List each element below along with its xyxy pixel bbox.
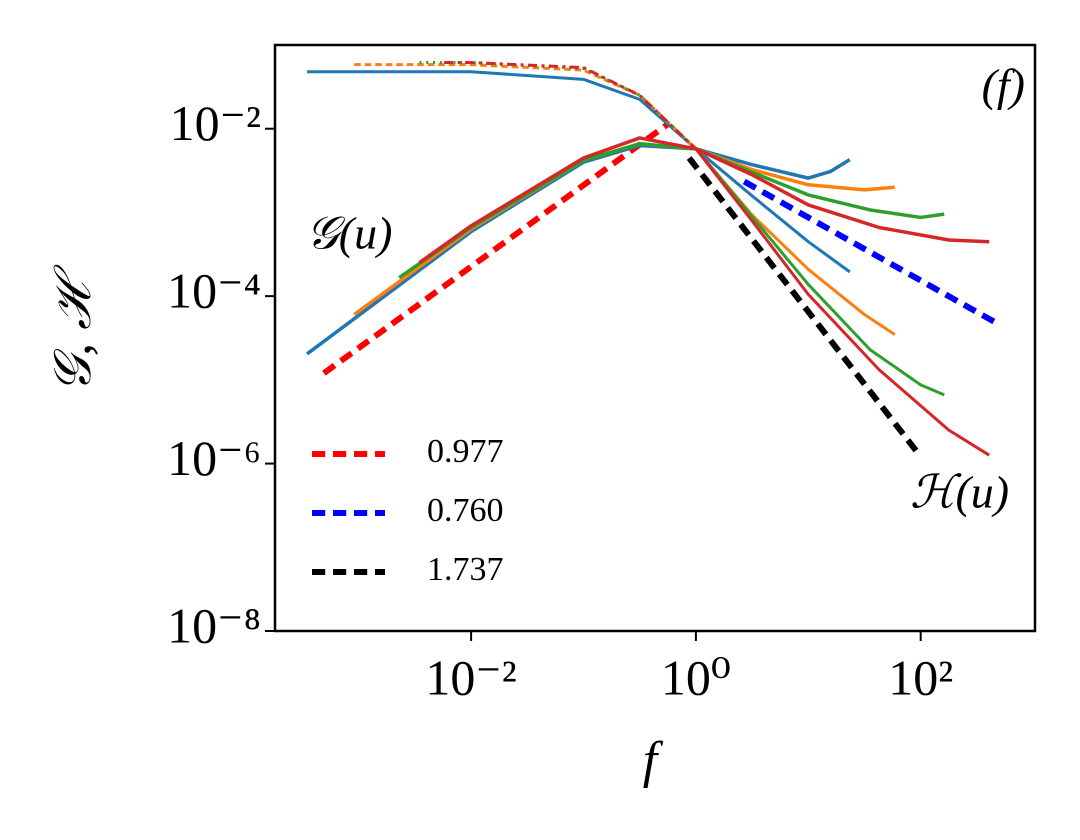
x-axis-label: f (643, 732, 664, 789)
y-axis-label: 𝒢, ℋ (45, 264, 102, 393)
annotation: 𝒢(u) (306, 208, 392, 259)
series-line (444, 61, 697, 150)
x-tick-label: 10⁰ (661, 649, 731, 705)
series-line (354, 63, 697, 150)
legend-label: 0.977 (427, 433, 504, 470)
series-line (694, 147, 945, 397)
legend-label: 1.737 (427, 551, 504, 588)
series-line (742, 178, 1001, 328)
y-tick-label: 10⁻⁴ (167, 263, 261, 319)
x-tick-label: 10⁻² (425, 649, 516, 705)
y-tick-label: 10⁻² (170, 95, 261, 151)
series-line (322, 122, 670, 376)
panel-label: (f) (982, 60, 1025, 111)
y-tick-label: 10⁻⁸ (167, 597, 261, 653)
annotation: ℋ(u) (910, 467, 1009, 518)
legend-label: 0.760 (427, 492, 504, 529)
x-tick-label: 10² (888, 649, 953, 705)
plot-frame (273, 43, 1037, 633)
series-line (694, 147, 990, 457)
y-tick-label: 10⁻⁶ (167, 430, 261, 486)
series-line (418, 136, 990, 265)
